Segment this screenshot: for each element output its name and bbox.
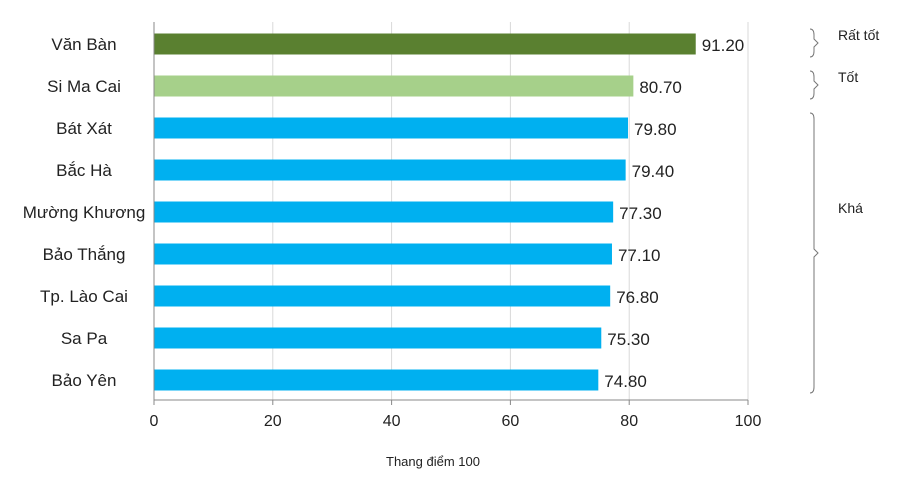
- category-label-5: Bảo Thắng: [43, 245, 126, 264]
- value-label-8: 74.80: [604, 372, 647, 391]
- group-bracket-1: [809, 70, 819, 100]
- axes: 0 20 40 60 80 100: [150, 22, 762, 430]
- bar-7: [154, 327, 602, 349]
- x-tick-label-0: 0: [150, 413, 159, 430]
- group-label-1: Tốt: [838, 69, 858, 85]
- bar-8: [154, 369, 599, 391]
- x-tick-label-40: 40: [383, 413, 401, 430]
- x-tick-label-60: 60: [502, 413, 520, 430]
- category-label-2: Bát Xát: [56, 119, 112, 138]
- category-label-3: Bắc Hà: [56, 161, 112, 180]
- value-label-4: 77.30: [619, 204, 662, 223]
- x-tick-label-80: 80: [620, 413, 638, 430]
- value-label-0: 91.20: [702, 36, 745, 55]
- value-label-3: 79.40: [632, 162, 675, 181]
- x-tick-label-20: 20: [264, 413, 282, 430]
- category-label-8: Bảo Yên: [52, 371, 117, 390]
- labels: Văn Bàn 91.20 Si Ma Cai 80.70 Bát Xát 79.80 Bắ…: [23, 35, 745, 391]
- value-label-5: 77.10: [618, 246, 661, 265]
- value-label-2: 79.80: [634, 120, 677, 139]
- value-label-7: 75.30: [607, 330, 650, 349]
- group-bracket-0: [809, 28, 819, 58]
- group-label-2: Khá: [838, 200, 863, 216]
- bar-5: [154, 243, 612, 265]
- category-label-1: Si Ma Cai: [47, 77, 121, 96]
- bar-0: [154, 33, 696, 55]
- bar-1: [154, 75, 634, 97]
- group-label-0: Rất tốt: [838, 27, 879, 43]
- category-label-4: Mường Khương: [23, 203, 146, 222]
- category-label-7: Sa Pa: [61, 329, 108, 348]
- x-axis-title: Thang điểm 100: [386, 454, 480, 469]
- bar-2: [154, 117, 629, 139]
- x-tick-label-100: 100: [735, 413, 762, 430]
- value-label-1: 80.70: [639, 78, 682, 97]
- bar-6: [154, 285, 611, 307]
- category-label-0: Văn Bàn: [51, 35, 116, 54]
- category-label-6: Tp. Lào Cai: [40, 287, 128, 306]
- bars: [154, 33, 696, 391]
- bar-3: [154, 159, 626, 181]
- bar-4: [154, 201, 614, 223]
- value-label-6: 76.80: [616, 288, 659, 307]
- group-brackets: Rất tốt Tốt Khá: [809, 27, 879, 394]
- group-bracket-2: [809, 112, 819, 394]
